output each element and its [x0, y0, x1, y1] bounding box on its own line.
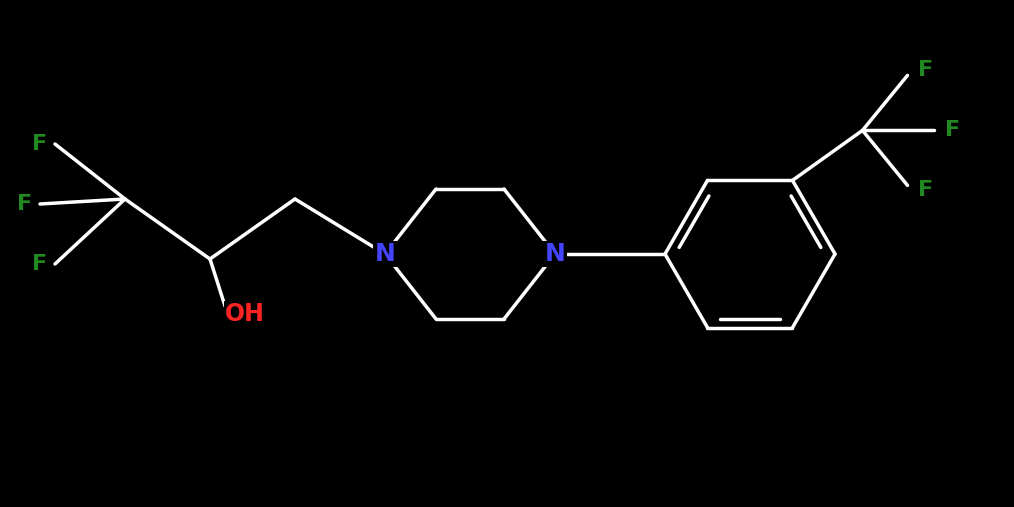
Text: F: F: [17, 194, 32, 214]
Text: F: F: [32, 134, 48, 154]
Text: F: F: [32, 254, 48, 274]
Text: OH: OH: [225, 302, 265, 326]
Text: F: F: [918, 180, 933, 200]
Text: N: N: [545, 242, 566, 266]
Text: F: F: [945, 120, 960, 140]
Text: F: F: [918, 60, 933, 81]
Text: N: N: [374, 242, 395, 266]
